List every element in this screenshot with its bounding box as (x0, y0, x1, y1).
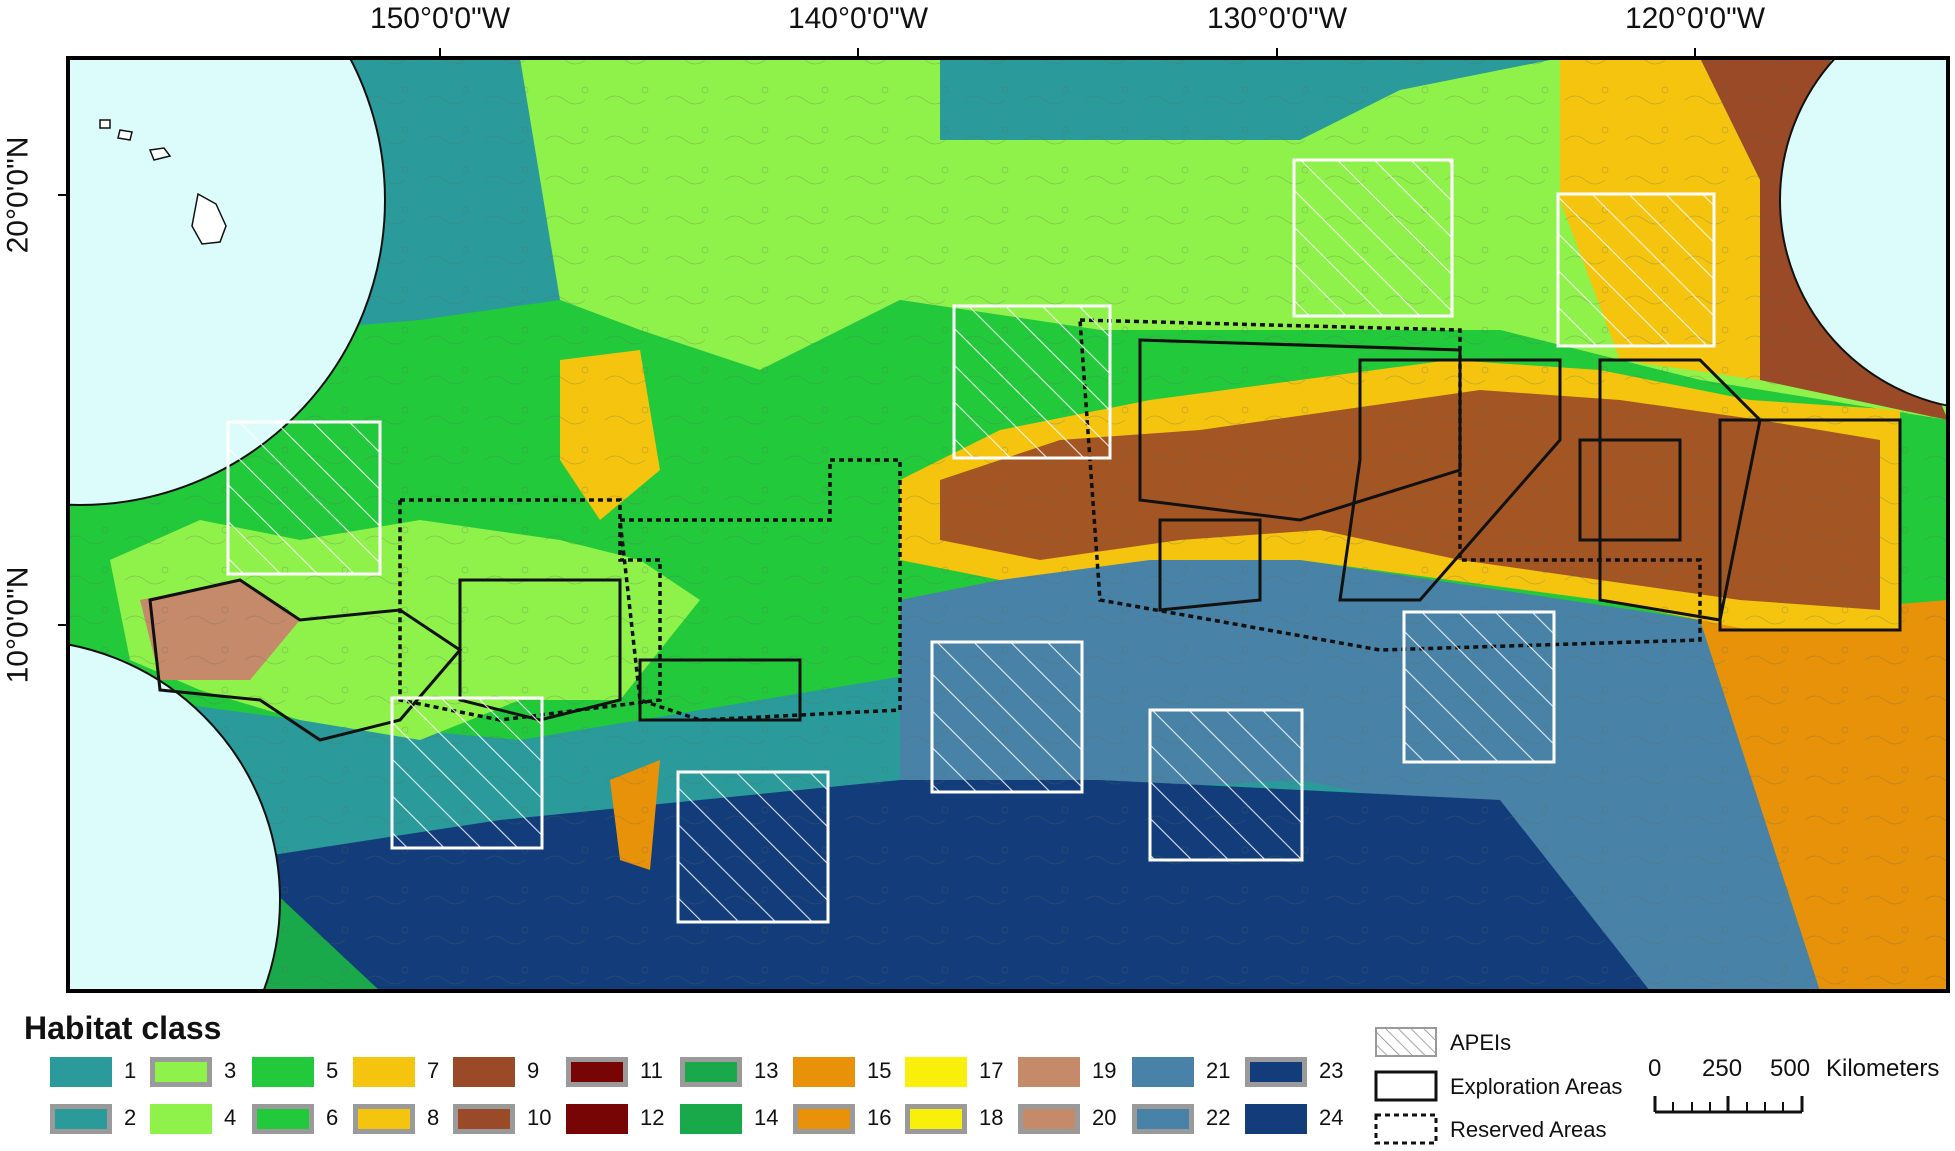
apei-1 (226, 420, 382, 576)
legend-reserved-symbol (1374, 1113, 1438, 1145)
longitude-label-140w: 140°0'0"W (787, 2, 929, 35)
eez-hawaii (68, 58, 386, 506)
habitat-number: 6 (326, 1105, 339, 1130)
exploration-area-2 (458, 578, 622, 722)
legend-exploration-label: Exploration Areas (1450, 1074, 1623, 1099)
habitat-number: 24 (1319, 1105, 1344, 1130)
habitat-swatch (680, 1104, 742, 1134)
habitat-swatch (1018, 1104, 1080, 1134)
scale-label-250: 250 (1702, 1055, 1743, 1082)
habitat-swatch (453, 1057, 515, 1087)
habitat-number: 3 (224, 1058, 237, 1083)
scale-unit-label: Kilometers (1826, 1055, 1940, 1082)
longitude-label-120w: 120°0'0"W (1624, 2, 1766, 35)
habitat-swatch (150, 1104, 212, 1134)
habitat-swatch (252, 1057, 314, 1087)
apei-9 (1556, 192, 1716, 348)
exploration-area-8 (1718, 418, 1902, 632)
habitat-number: 13 (754, 1058, 779, 1083)
longitude-label-150w: 150°0'0"W (369, 2, 511, 35)
habitat-swatch (50, 1057, 112, 1087)
habitat-number: 23 (1319, 1058, 1344, 1083)
oahu-island (117, 129, 133, 141)
exploration-area-1 (148, 578, 463, 742)
apei-2 (390, 696, 544, 850)
eez-south (68, 643, 281, 991)
habitat-swatch (793, 1104, 855, 1134)
eez-mexico (1779, 58, 1948, 407)
habitat-swatch (353, 1104, 415, 1134)
habitat-swatch (1245, 1104, 1307, 1134)
apei-8 (1402, 610, 1556, 764)
habitat-number: 21 (1206, 1058, 1231, 1083)
reserved-area-mid (618, 458, 902, 722)
exploration-area-6 (1338, 358, 1562, 602)
habitat-swatch (353, 1057, 415, 1087)
habitat-number: 1 (124, 1058, 137, 1083)
habitat-number: 11 (640, 1058, 663, 1083)
habitat-number: 17 (979, 1058, 1004, 1083)
habitat-number: 18 (979, 1105, 1004, 1130)
habitat-number: 5 (326, 1058, 339, 1083)
habitat-swatch (1132, 1104, 1194, 1134)
apei-5 (930, 640, 1084, 794)
habitat-number: 12 (640, 1105, 665, 1130)
legend-reserved-label: Reserved Areas (1450, 1117, 1607, 1142)
habitat-swatch (252, 1104, 314, 1134)
habitat-number: 4 (224, 1105, 237, 1130)
apei-4 (952, 304, 1112, 460)
apei-6 (1148, 708, 1304, 862)
apei-boxes (226, 158, 1716, 924)
exploration-area-7 (1598, 358, 1762, 622)
habitat-swatch (1132, 1057, 1194, 1087)
exploration-area-5 (1158, 518, 1262, 612)
maui-island (148, 147, 172, 161)
habitat-number: 14 (754, 1105, 779, 1130)
habitat-number: 15 (867, 1058, 892, 1083)
habitat-swatch (150, 1057, 212, 1087)
habitat-swatch (793, 1057, 855, 1087)
exploration-area-9 (1578, 438, 1682, 542)
longitude-label-130w: 130°0'0"W (1206, 2, 1348, 35)
habitat-swatch (566, 1057, 628, 1087)
habitat-number: 10 (527, 1105, 552, 1130)
habitat-swatch (905, 1104, 967, 1134)
exploration-area-3 (638, 658, 802, 722)
habitat-swatch (1018, 1057, 1080, 1087)
habitat-number: 16 (867, 1105, 892, 1130)
legend-apei-symbol (1375, 1027, 1437, 1057)
scale-label-500: 500 (1770, 1055, 1811, 1082)
legend-apei-label: APEIs (1450, 1030, 1512, 1055)
habitat-number: 2 (124, 1105, 137, 1130)
exploration-area-4 (1138, 338, 1462, 522)
habitat-number: 19 (1092, 1058, 1117, 1083)
habitat-number: 20 (1092, 1105, 1117, 1130)
habitat-swatch (453, 1104, 515, 1134)
hawaii-island (191, 192, 227, 245)
habitat-number: 22 (1206, 1105, 1231, 1130)
habitat-swatch (680, 1057, 742, 1087)
legend-title: Habitat class (24, 1010, 222, 1046)
apei-7 (1292, 158, 1454, 318)
habitat-number: 9 (527, 1058, 540, 1083)
habitat-swatch (50, 1104, 112, 1134)
habitat-number: 8 (427, 1105, 440, 1130)
apei-3 (676, 770, 830, 924)
kauai-island (99, 119, 111, 129)
scale-bar (1653, 1096, 1804, 1114)
scale-label-0: 0 (1648, 1055, 1662, 1082)
habitat-swatch (566, 1104, 628, 1134)
habitat-swatch (905, 1057, 967, 1087)
habitat-number: 7 (427, 1058, 440, 1083)
legend-exploration-symbol (1374, 1070, 1438, 1102)
habitat-swatch (1245, 1057, 1307, 1087)
map-frame (66, 56, 1950, 993)
